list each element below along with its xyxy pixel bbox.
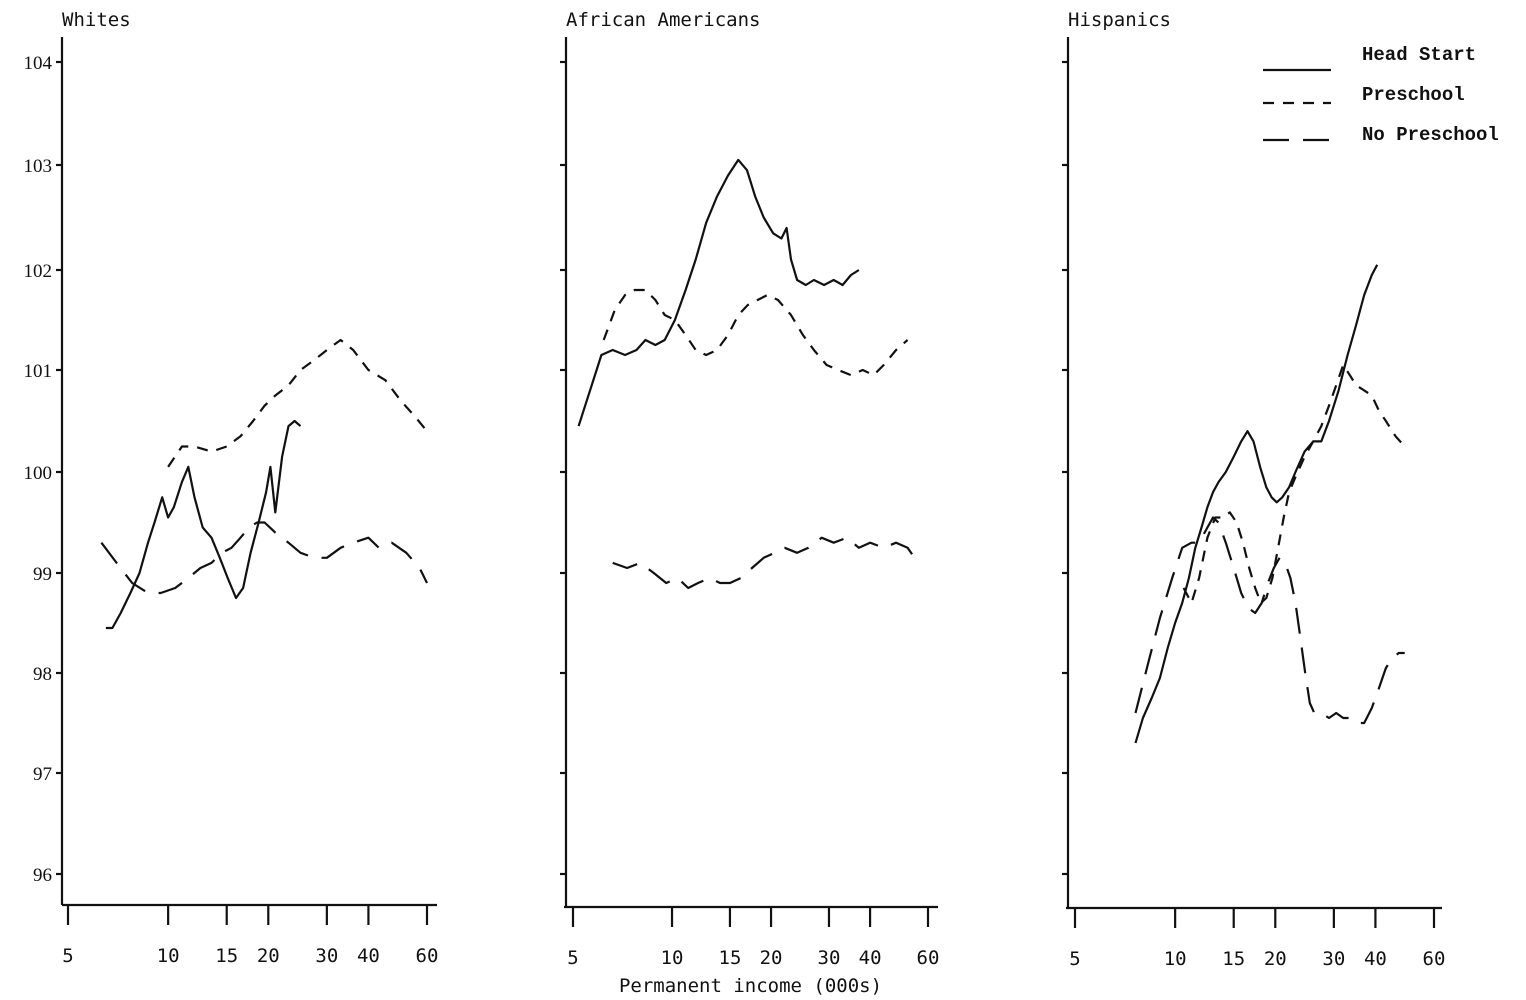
y-tick-label: 97 [33, 764, 52, 785]
x-tick-label: 60 [1423, 948, 1446, 970]
panel-title: African Americans [566, 9, 760, 31]
y-tick-label: 102 [24, 261, 53, 282]
x-tick-label: 10 [1164, 948, 1187, 970]
x-tick-label: 20 [1264, 948, 1287, 970]
y-tick-label: 98 [33, 664, 52, 685]
series-line-preschool [1182, 363, 1406, 605]
x-tick-label: 5 [62, 945, 73, 967]
x-tick-label: 15 [1222, 948, 1245, 970]
x-tick-label: 5 [1069, 948, 1080, 970]
chart-panel-hispanics: Hispanics 5 10 15 20 30 40 60 [1062, 9, 1445, 970]
x-tick-label: 40 [357, 945, 380, 967]
y-tick-label: 100 [24, 463, 53, 484]
x-axis-label: Permanent income (000s) [619, 975, 882, 997]
series-line-preschool [602, 288, 909, 377]
series-line-no-preschool [100, 521, 428, 595]
legend-label-preschool: Preschool [1362, 84, 1465, 106]
x-tick-label: 20 [760, 947, 783, 969]
y-tick-label: 99 [33, 564, 52, 585]
panel-title: Whites [62, 9, 131, 31]
panel-title: Hispanics [1068, 9, 1171, 31]
x-tick-label: 30 [1322, 948, 1345, 970]
chart-panel-african-americans: African Americans 5 10 15 20 30 40 60 Permanent … [560, 9, 939, 997]
legend-label-no-preschool: No Preschool [1362, 124, 1499, 146]
series-line-head-start [1134, 264, 1379, 744]
y-tick-label: 103 [24, 156, 53, 177]
y-tick-label: 104 [24, 53, 53, 74]
y-tick-label: 96 [33, 865, 52, 886]
x-tick-label: 30 [818, 947, 841, 969]
series-line-no-preschool [612, 536, 920, 590]
series-line-no-preschool [1134, 516, 1405, 725]
x-tick-label: 5 [567, 947, 578, 969]
chart-panel-whites: Whites 96 97 98 99 100 101 102 103 104 5 10 15 20 30 40… [24, 9, 439, 967]
x-tick-label: 15 [215, 945, 238, 967]
legend: Head Start Preschool No Preschool [1263, 44, 1499, 146]
legend-label-head-start: Head Start [1362, 44, 1476, 66]
x-tick-label: 60 [917, 947, 940, 969]
y-tick-label: 101 [24, 361, 53, 382]
series-line-head-start [105, 419, 302, 630]
x-tick-label: 40 [1364, 948, 1387, 970]
x-tick-label: 10 [157, 945, 180, 967]
x-tick-label: 40 [859, 947, 882, 969]
x-tick-label: 20 [257, 945, 280, 967]
x-tick-label: 30 [315, 945, 338, 967]
x-tick-label: 60 [416, 945, 439, 967]
series-line-preschool [167, 338, 428, 468]
x-tick-label: 10 [661, 947, 684, 969]
x-tick-label: 15 [719, 947, 742, 969]
series-line-head-start [577, 158, 860, 427]
